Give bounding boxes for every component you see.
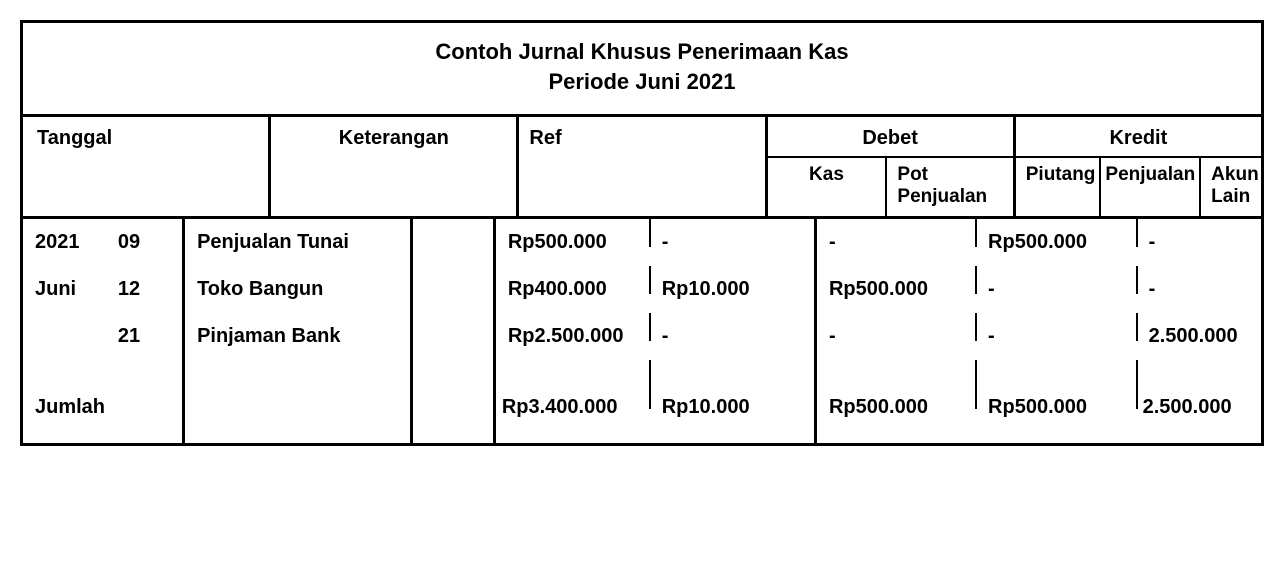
hdr-debet: Debet	[768, 117, 1013, 156]
title-line2: Periode Juni 2021	[23, 67, 1261, 97]
cell-akunlain: -	[1137, 266, 1261, 313]
totals-kas: Rp3.400.000	[494, 360, 649, 443]
cell-pot: -	[650, 313, 816, 360]
cell-akunlain: 2.500.000	[1137, 313, 1261, 360]
cell-year: 2021	[23, 219, 106, 266]
hdr-kredit: Kredit	[1016, 117, 1261, 156]
totals-akunlain: 2.500.000	[1137, 360, 1261, 443]
cell-day: 21	[106, 313, 184, 360]
cell-year: Juni	[23, 266, 106, 313]
totals-keterangan	[184, 360, 412, 443]
table-row: 2021 09 Penjualan Tunai Rp500.000 - - Rp…	[23, 219, 1261, 266]
hdr-tanggal: Tanggal	[23, 117, 268, 156]
cell-kas: Rp500.000	[494, 219, 649, 266]
totals-pot: Rp10.000	[650, 360, 816, 443]
hdr-ref: Ref	[519, 117, 764, 156]
table-row: 21 Pinjaman Bank Rp2.500.000 - - - 2.500…	[23, 313, 1261, 360]
totals-ref	[411, 360, 494, 443]
title-line1: Contoh Jurnal Khusus Penerimaan Kas	[23, 37, 1261, 67]
cell-penjualan: -	[976, 266, 1137, 313]
table-title: Contoh Jurnal Khusus Penerimaan Kas Peri…	[23, 23, 1261, 117]
cell-piutang: -	[815, 219, 976, 266]
cell-day: 09	[106, 219, 184, 266]
jurnal-table: Contoh Jurnal Khusus Penerimaan Kas Peri…	[20, 20, 1264, 446]
cell-keterangan: Pinjaman Bank	[184, 313, 412, 360]
cell-keterangan: Toko Bangun	[184, 266, 412, 313]
cell-piutang: Rp500.000	[815, 266, 976, 313]
hdr-penjualan: Penjualan	[1099, 158, 1199, 216]
cell-kas: Rp2.500.000	[494, 313, 649, 360]
hdr-kas: Kas	[768, 158, 886, 216]
totals-label: Jumlah	[23, 360, 184, 443]
totals-penjualan: Rp500.000	[976, 360, 1137, 443]
cell-kas: Rp400.000	[494, 266, 649, 313]
totals-row: Jumlah Rp3.400.000 Rp10.000 Rp500.000 Rp…	[23, 360, 1261, 443]
table-row: Juni 12 Toko Bangun Rp400.000 Rp10.000 R…	[23, 266, 1261, 313]
cell-pot: Rp10.000	[650, 266, 816, 313]
body-table: 2021 09 Penjualan Tunai Rp500.000 - - Rp…	[23, 219, 1261, 443]
cell-keterangan: Penjualan Tunai	[184, 219, 412, 266]
totals-piutang: Rp500.000	[815, 360, 976, 443]
cell-year	[23, 313, 106, 360]
cell-piutang: -	[815, 313, 976, 360]
cell-akunlain: -	[1137, 219, 1261, 266]
cell-pot: -	[650, 219, 816, 266]
cell-day: 12	[106, 266, 184, 313]
cell-penjualan: Rp500.000	[976, 219, 1137, 266]
cell-penjualan: -	[976, 313, 1137, 360]
cell-ref	[411, 313, 494, 360]
cell-ref	[411, 219, 494, 266]
hdr-keterangan: Keterangan	[271, 117, 516, 156]
cell-ref	[411, 266, 494, 313]
hdr-piutang: Piutang	[1016, 158, 1100, 216]
header-row: Tanggal Keterangan Ref Debet Kas Pot Pen…	[22, 117, 1263, 218]
hdr-pot: Pot Penjualan	[885, 158, 1012, 216]
hdr-akunlain: Akun Lain	[1199, 158, 1263, 216]
